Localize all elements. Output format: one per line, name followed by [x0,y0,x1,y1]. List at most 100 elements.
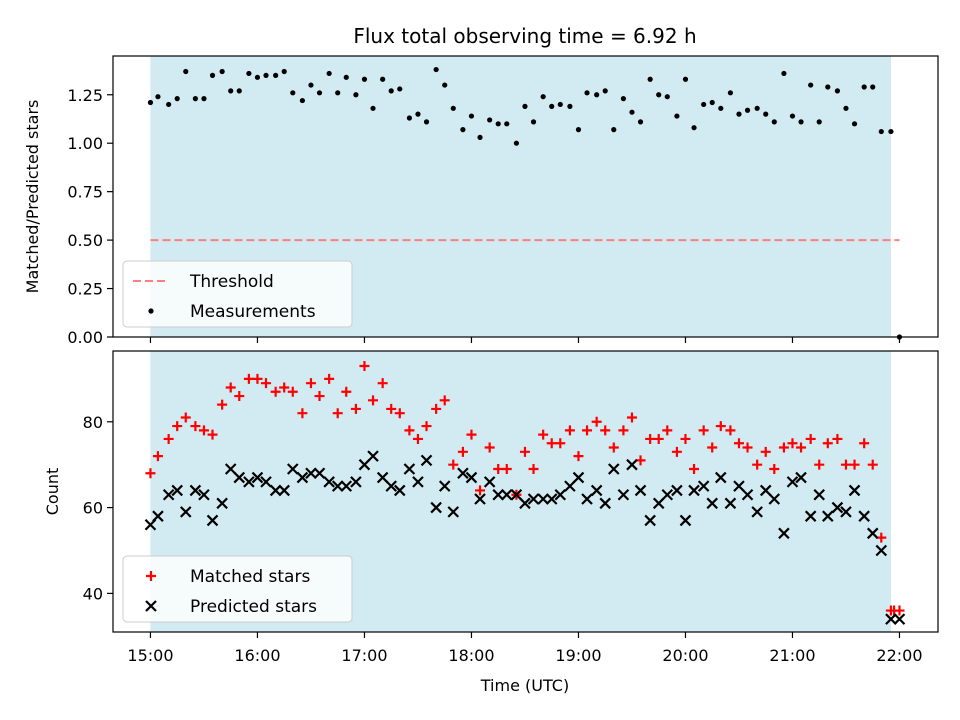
data-point [296,471,309,484]
bottom-panel: 40 60 80 15:00 16:00 17:00 18:00 19:00 20:00 21:0… [43,350,939,665]
data-point [287,386,298,397]
data-point [340,480,353,492]
data-point [870,84,876,90]
top-panel: 0.00 0.25 0.50 0.75 1.00 1.25 Matched/Predicte… [23,55,939,347]
data-point [299,97,305,104]
data-point [591,416,602,427]
data-point [198,488,210,501]
data-point [495,121,501,127]
data-point [278,484,290,497]
data-point [620,96,627,102]
x-tick-label: 15:00 [127,646,173,665]
data-point [848,484,861,497]
y-tick-label: 0.50 [67,231,103,250]
data-point [412,433,423,444]
legend-measurements-swatch [148,308,154,314]
data-point [314,391,325,402]
data-point [538,429,549,440]
data-point [759,484,772,497]
data-point [546,438,557,449]
data-point [279,382,290,393]
data-point [594,92,600,98]
data-point [331,480,344,492]
data-point [412,476,424,488]
data-point [370,105,376,111]
data-point [385,480,397,492]
data-point [530,119,537,125]
data-point [697,480,710,492]
data-point [698,425,709,436]
y-tick-label: 0.00 [67,328,103,347]
data-point [567,103,573,109]
data-point [751,506,763,518]
data-point [305,467,317,480]
data-point [376,471,389,484]
data-point [438,480,451,492]
x-axis-label: Time (UTC) [480,676,569,695]
data-point [403,463,416,475]
data-point [733,480,745,492]
data-point [421,421,432,432]
x-tick-label: 21:00 [769,646,815,665]
data-point [814,459,825,470]
data-point [825,84,831,90]
data-point [701,101,707,108]
data-point [724,497,737,510]
data-point [781,70,787,77]
data-point [573,451,584,462]
data-point [662,425,673,436]
data-point [233,471,246,484]
data-point [555,438,566,449]
data-point [163,433,174,444]
data-point [894,605,905,616]
data-point [671,484,683,497]
data-point [377,378,388,389]
data-point [201,96,207,102]
data-point [645,433,656,444]
data-point [617,488,630,501]
data-point [644,514,656,527]
data-point [647,76,653,82]
data-point [637,119,644,125]
data-point [179,506,192,518]
data-point [466,429,477,440]
x-tick-label: 19:00 [555,646,601,665]
y-tick-label: 0.75 [67,183,103,202]
data-point [166,101,172,108]
data-point [353,92,359,98]
data-point [216,497,228,510]
data-point [236,88,242,94]
data-point [763,111,769,117]
data-point [843,105,849,111]
data-point [888,128,894,135]
data-point [380,76,386,82]
plot-frame [112,350,939,633]
data-point [343,74,349,80]
y-tick-label: 80 [83,413,103,432]
data-point [406,115,413,121]
x-tick-label: 22:00 [876,646,922,665]
data-point [599,497,611,510]
data-point [808,82,814,88]
data-point [460,127,466,133]
data-point [393,484,406,497]
data-point [679,514,692,527]
data-point [741,488,754,501]
data-point [549,103,555,109]
data-point [324,373,335,384]
data-point [581,493,593,505]
data-point [500,488,513,501]
data-point [664,94,670,100]
data-point [388,88,394,94]
data-point [260,476,272,488]
data-point [795,471,807,484]
data-point [261,378,272,389]
data-point [733,438,744,449]
data-point [584,90,590,96]
data-point [290,90,296,96]
data-point [477,134,483,140]
data-point [689,463,700,474]
data-point [465,471,478,484]
data-point [661,488,674,501]
data-point [572,471,585,484]
